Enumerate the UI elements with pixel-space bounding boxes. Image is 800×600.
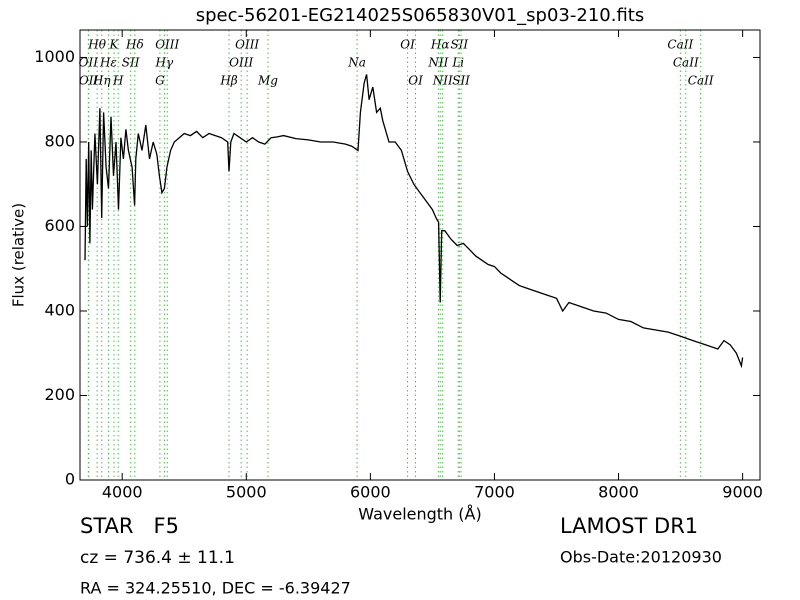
spectral-line-label: OI [408,74,423,88]
spectral-line-label: G [155,74,165,88]
spectral-line-label: OIII [229,56,253,70]
y-tick-label: 200 [44,385,75,404]
spectral-line-label: SII [122,56,140,70]
coordinates: RA = 324.25510, DEC = -6.39427 [80,579,351,598]
x-tick-label: 8000 [598,483,639,502]
obs-date: Obs-Date:20120930 [560,548,722,567]
x-tick-label: 6000 [350,483,391,502]
spectral-line-label: Li [451,56,464,70]
spectral-line-label: CaII [667,38,693,52]
star-class: STAR F5 [80,514,179,538]
redshift: cz = 736.4 ± 11.1 [80,548,235,568]
plot-frame [79,29,761,481]
spectral-line-label: Hδ [125,38,144,52]
y-axis-label: Flux (relative) [10,203,28,307]
spectral-line-label: NII [432,74,453,88]
spectral-line-label: Mg [257,74,278,88]
spectral-line-label: Hγ [155,56,174,70]
x-tick-label: 4000 [102,483,143,502]
x-tick-label: 9000 [722,483,763,502]
x-tick-label: 5000 [226,483,267,502]
spectral-line-label: OIII [235,38,259,52]
spectral-line-label: Na [347,56,366,70]
y-tick-label: 800 [44,131,75,150]
spectral-line-label: SII [452,74,470,88]
spectral-line-label: Hθ [87,38,106,52]
spectral-line-label: Hη [92,74,111,88]
spectral-line-label: H [112,74,124,88]
spectral-line-label: SII [450,38,468,52]
spectral-line-label: OI [400,38,415,52]
spectral-line-label: K [109,38,120,52]
spectral-line-label: Hε [99,56,117,70]
survey: LAMOST DR1 [560,514,698,538]
y-tick-label: 600 [44,216,75,235]
x-axis-label: Wavelength (Å) [358,505,481,524]
spectral-line-label: Hβ [219,74,237,88]
y-tick-label: 1000 [34,47,75,66]
spectral-line-label: OII [79,74,99,88]
spectral-line-label: Hα [430,38,450,52]
chart-title: spec-56201-EG214025S065830V01_sp03-210.f… [196,5,644,26]
spectral-line-label: NII [427,56,448,70]
x-tick-label: 7000 [474,483,515,502]
y-tick-label: 0 [65,470,75,489]
y-tick-label: 400 [44,300,75,319]
spectrum-line [84,74,744,369]
spectral-line-label: CaII [673,56,699,70]
spectral-line-label: OIII [155,38,179,52]
spectral-line-label: CaII [688,74,714,88]
